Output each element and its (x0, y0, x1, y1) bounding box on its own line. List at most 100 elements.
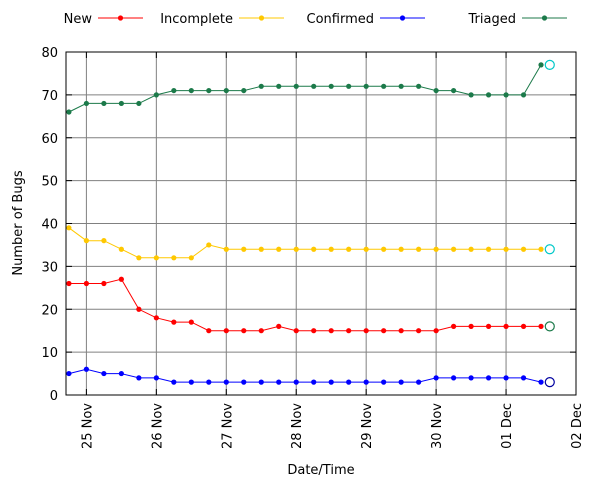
legend-label: New (64, 12, 93, 27)
y-tick-label: 50 (41, 175, 58, 190)
data-point-confirmed (206, 379, 212, 385)
data-point-triaged (101, 100, 107, 107)
data-point-triaged (485, 92, 492, 98)
y-tick-label: 20 (41, 303, 58, 318)
data-point-confirmed (153, 375, 159, 381)
x-tick-label: 30 Nov (430, 403, 445, 449)
legend-item-incomplete: Incomplete (160, 12, 284, 27)
data-point-triaged (223, 87, 229, 94)
data-point-confirmed (171, 379, 177, 385)
data-point-confirmed (241, 379, 247, 385)
series-new (66, 276, 544, 334)
data-point-confirmed (346, 379, 352, 385)
legend-label: Confirmed (307, 12, 375, 27)
data-point-triaged (83, 100, 89, 107)
data-point-new (241, 328, 247, 334)
y-tick-label: 80 (41, 46, 58, 61)
x-tick-label: 28 Nov (290, 403, 305, 449)
data-point-confirmed (118, 370, 124, 377)
data-point-incomplete (468, 246, 474, 252)
data-point-new (276, 323, 282, 329)
data-point-incomplete (398, 246, 404, 252)
data-point-confirmed (101, 370, 107, 377)
data-point-new (101, 280, 107, 287)
data-point-incomplete (293, 246, 299, 252)
data-point-triaged (520, 92, 527, 98)
data-point-incomplete (485, 246, 492, 252)
legend-label: Incomplete (160, 12, 233, 27)
data-point-incomplete (171, 255, 177, 261)
data-point-new (468, 323, 474, 329)
data-point-new (363, 328, 369, 334)
x-tick-label: 27 Nov (220, 403, 235, 449)
data-point-confirmed (451, 375, 457, 381)
data-point-new (538, 323, 544, 329)
data-point-confirmed (381, 379, 387, 385)
data-point-incomplete (153, 255, 159, 261)
legend-swatch-point (258, 15, 265, 21)
legend: New Incomplete Confirmed Triaged (64, 12, 567, 27)
x-tick-label: 02 Dec (570, 403, 585, 449)
current-markers (544, 59, 555, 388)
data-point-incomplete (328, 246, 334, 252)
data-point-triaged (293, 83, 299, 89)
series-incomplete (66, 225, 544, 261)
grid (66, 52, 576, 395)
data-point-triaged (363, 83, 369, 89)
legend-swatch-point (117, 15, 124, 21)
data-point-incomplete (83, 238, 89, 244)
data-point-new (118, 276, 124, 282)
data-point-confirmed (398, 379, 404, 385)
current-marker-triaged (544, 59, 555, 70)
x-tick-label: 26 Nov (150, 403, 165, 449)
data-point-confirmed (223, 379, 229, 385)
data-point-triaged (311, 83, 317, 89)
x-axis: 25 Nov 26 Nov 27 Nov 28 Nov 29 Nov 30 Nov 01 D… (80, 52, 585, 449)
data-point-incomplete (276, 246, 282, 252)
data-point-triaged (276, 83, 282, 89)
data-point-incomplete (538, 246, 544, 252)
data-point-new (153, 315, 159, 321)
data-point-new (223, 328, 229, 334)
data-point-incomplete (416, 246, 422, 252)
data-point-triaged (206, 87, 212, 94)
data-point-triaged (171, 87, 177, 94)
x-tick-label: 29 Nov (360, 403, 375, 449)
legend-label: Triaged (468, 12, 516, 27)
data-point-new (206, 328, 212, 334)
data-point-incomplete (223, 246, 229, 252)
series-triaged (66, 62, 544, 115)
data-point-incomplete (66, 225, 72, 231)
data-point-incomplete (363, 246, 369, 252)
data-point-new (328, 328, 334, 334)
data-point-new (83, 280, 89, 287)
data-point-confirmed (503, 375, 509, 381)
current-marker-new (544, 321, 555, 332)
data-point-triaged (328, 83, 334, 89)
data-point-new (311, 328, 317, 334)
data-point-triaged (416, 83, 422, 89)
data-point-incomplete (188, 255, 194, 261)
data-point-confirmed (416, 379, 422, 385)
data-point-new (188, 319, 194, 325)
data-point-triaged (258, 83, 264, 89)
data-point-new (503, 323, 509, 329)
x-axis-label: Date/Time (287, 463, 354, 478)
x-tick-label: 25 Nov (80, 403, 95, 449)
data-point-new (346, 328, 352, 334)
data-point-incomplete (258, 246, 264, 252)
data-point-new (136, 306, 142, 312)
data-point-incomplete (136, 255, 142, 261)
data-point-new (520, 323, 527, 329)
data-point-new (258, 328, 264, 334)
data-point-new (66, 280, 72, 287)
data-point-new (416, 328, 422, 334)
y-tick-label: 70 (41, 89, 58, 104)
data-point-new (381, 328, 387, 334)
series-line-confirmed (68, 368, 542, 383)
legend-item-confirmed: Confirmed (307, 12, 425, 27)
data-point-new (293, 328, 299, 334)
data-point-confirmed (293, 379, 299, 385)
legend-item-new: New (64, 12, 143, 27)
y-tick-label: 30 (41, 260, 58, 275)
